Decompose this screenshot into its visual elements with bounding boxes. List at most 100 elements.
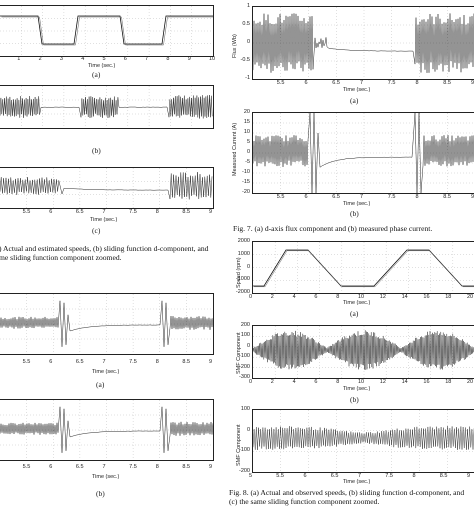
y-tick-label: 0 (246, 426, 250, 433)
x-tick-label: 2 (270, 379, 274, 385)
x-tick-label: 8.5 (182, 359, 191, 365)
measured-current-trace (253, 113, 474, 193)
x-tick-label: 1 (17, 56, 21, 62)
y-tick-label: -100 (238, 353, 250, 360)
y-tick-label: 0 (246, 263, 250, 270)
x-tick-label: 6 (314, 294, 318, 300)
current-trace-b (0, 400, 213, 460)
left-plot-a-xlabel: Time (sec.) (88, 63, 116, 69)
x-tick-label: 6 (49, 209, 53, 215)
sliding-function-zoom-trace (0, 168, 213, 208)
x-tick-label: 12 (379, 379, 386, 385)
current-trace-a (0, 294, 213, 354)
y-tick-label: -5 (245, 159, 250, 165)
y-tick-label: 15 (243, 119, 250, 125)
left-plot-a2-xlabel: Time (sec.) (92, 369, 120, 375)
smf-line (253, 330, 474, 370)
fig8-caption-line-1: Fig. 8. (a) Actual and observed speeds, … (229, 488, 465, 497)
x-tick-label: 7 (358, 473, 362, 479)
left-figure-caption-line-2: me sliding function component zoomed. (0, 253, 122, 262)
x-tick-label: 8 (412, 473, 416, 479)
x-tick-label: 8.5 (182, 209, 191, 215)
y-tick-label: 0.5 (242, 21, 250, 27)
y-tick-label: 10 (243, 129, 250, 135)
x-tick-label: 6 (123, 56, 127, 62)
left-plot-a (0, 5, 214, 57)
x-tick-label: 14 (401, 379, 408, 385)
flux-line (253, 13, 474, 73)
x-tick-label: 4 (292, 379, 296, 385)
x-tick-label: 8 (155, 209, 159, 215)
x-tick-label: 10 (209, 56, 216, 62)
left-plot-b2-sublabel: (b) (96, 489, 105, 498)
y-tick-label: 0 (246, 149, 250, 155)
x-tick-label: 7 (360, 80, 364, 86)
x-tick-label: 3 (59, 56, 63, 62)
current-line (0, 300, 213, 347)
x-tick-label: 5.5 (22, 209, 31, 215)
y-tick-label: -1 (245, 75, 250, 81)
fig8b-plot (252, 325, 474, 379)
fig8b-xlabel: Time (sec.) (343, 386, 371, 392)
fig8a-plot (252, 241, 474, 294)
y-tick-label: -15 (242, 179, 250, 185)
speed-profile-line (253, 249, 474, 287)
x-tick-label: 14 (401, 294, 408, 300)
y-tick-label: -200 (238, 363, 250, 370)
y-tick-label: 1 (246, 3, 250, 9)
fig8c-plot (252, 409, 474, 473)
x-tick-label: 6.5 (332, 80, 340, 86)
fig7b-xlabel: Time (sec.) (343, 201, 371, 207)
x-tick-label: 16 (423, 379, 430, 385)
x-tick-label: 0 (249, 294, 253, 300)
x-tick-label: 7 (102, 359, 106, 365)
x-tick-label: 8.5 (443, 194, 451, 200)
smf-component-zoom-trace (253, 410, 474, 472)
left-plot-a-sublabel: (a) (92, 70, 101, 79)
x-tick-label: 4 (292, 294, 296, 300)
x-tick-label: 9 (471, 80, 474, 86)
x-tick-label: 6.5 (75, 464, 84, 470)
x-tick-label: 7.5 (129, 464, 137, 470)
left-plot-b (0, 85, 214, 129)
x-tick-label: 5.5 (276, 473, 284, 479)
x-tick-label: 8 (415, 194, 419, 200)
y-tick-label: 0 (246, 342, 250, 349)
x-tick-label: 7.5 (387, 194, 396, 200)
x-tick-label: 6.5 (75, 209, 84, 215)
fig8a-xlabel: Time (sec.) (343, 300, 371, 306)
fig8a-ylabel: Speed (rpm) (236, 257, 242, 288)
fig8c-xlabel: Time (sec.) (343, 479, 371, 485)
y-tick-label: 1000 (237, 250, 250, 257)
x-tick-label: 8 (336, 379, 340, 385)
y-tick-label: 20 (243, 109, 250, 115)
x-tick-label: 8.5 (439, 473, 448, 479)
left-plot-b2-xlabel: Time (sec.) (92, 474, 120, 480)
y-tick-label: -10 (242, 169, 250, 175)
x-tick-label: 7 (360, 194, 364, 200)
x-tick-label: 5 (249, 473, 253, 479)
speed-line (0, 15, 213, 45)
x-tick-label: 6 (304, 194, 308, 200)
y-tick-label: 0 (246, 39, 250, 45)
x-tick-label: 8 (415, 80, 419, 86)
y-tick-label: 100 (240, 332, 250, 339)
observed-speed-line (254, 250, 474, 288)
fig8b-ylabel: SMF Component (236, 332, 242, 374)
fig8c-ylabel: SMF Component (236, 424, 242, 466)
x-tick-label: 7 (102, 209, 106, 215)
x-tick-label: 6.5 (332, 194, 340, 200)
x-tick-label: 9 (187, 56, 191, 62)
x-tick-label: 12 (379, 294, 386, 300)
y-tick-label: -200 (238, 468, 250, 474)
x-tick-label: 0 (249, 379, 253, 385)
x-tick-label: 8 (336, 294, 340, 300)
x-tick-label: 9 (209, 464, 213, 470)
y-tick-label: 100 (240, 406, 250, 412)
y-tick-label: 5 (246, 139, 250, 145)
left-plot-c-xlabel: Time (sec.) (90, 217, 118, 223)
x-tick-label: 7.5 (129, 209, 137, 215)
fig7b-plot (252, 112, 474, 194)
y-tick-label: -20 (242, 189, 250, 195)
fig8a-sublabel: (a) (350, 309, 359, 318)
